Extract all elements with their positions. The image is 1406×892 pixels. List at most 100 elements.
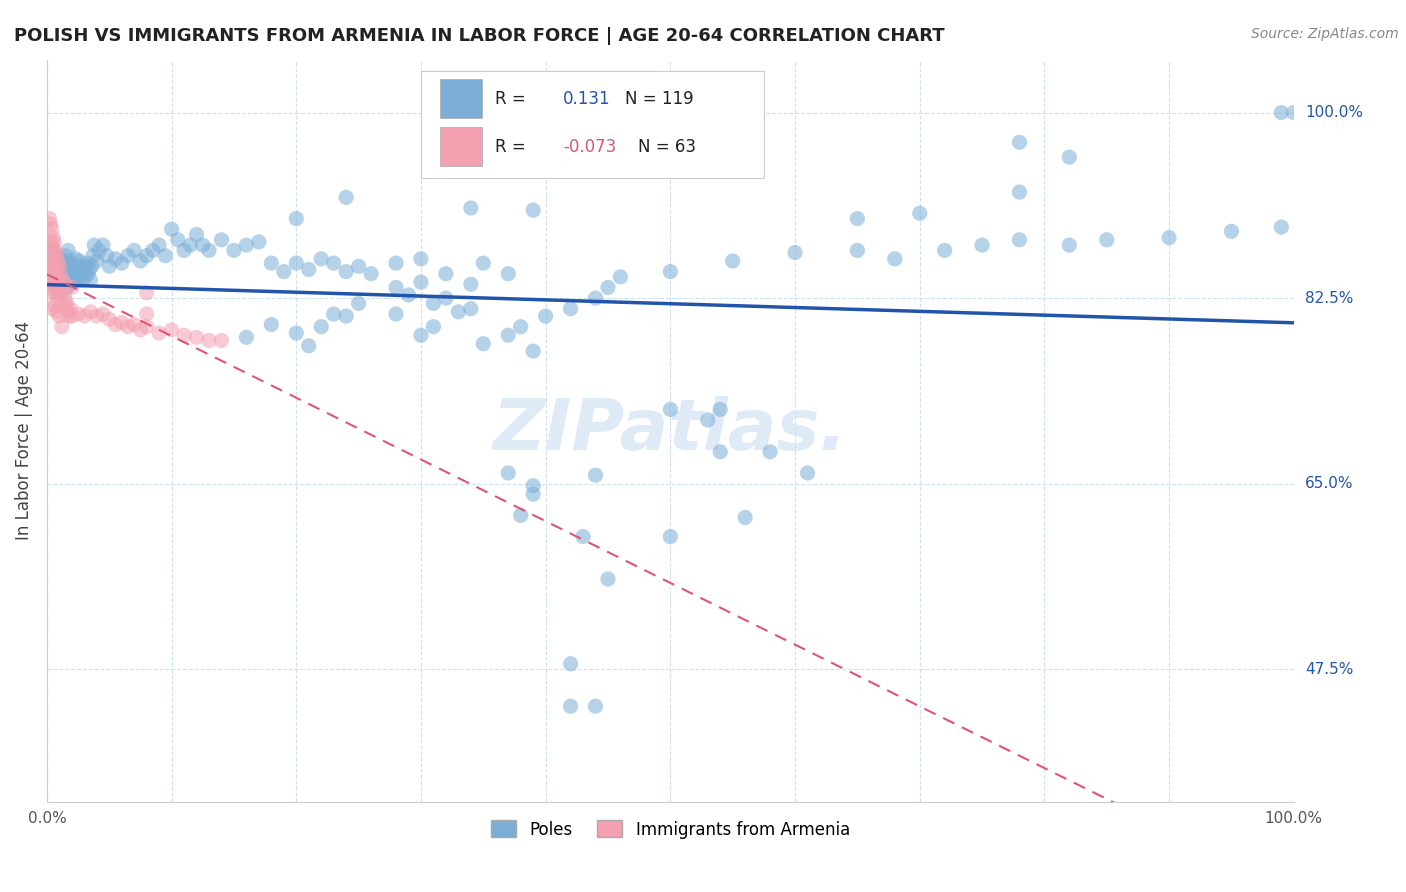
Point [211,233,233,247]
Point [38,275,60,289]
Point [360,267,382,281]
Point [42,245,65,260]
Point [62,275,84,289]
Point [585,291,607,305]
Point [322,307,344,321]
Point [53,275,76,289]
Point [142,244,165,258]
Point [409,328,432,343]
Point [45,305,67,319]
Point [1008,233,1031,247]
Point [1008,136,1031,150]
Point [285,256,308,270]
Point [41,256,63,270]
Point [235,330,257,344]
FancyBboxPatch shape [440,128,482,166]
Point [46,256,69,270]
Point [409,252,432,266]
Point [447,305,470,319]
Point [135,307,157,321]
Point [60,256,83,270]
Point [70,273,93,287]
Point [117,249,139,263]
Point [52,280,75,294]
Point [111,256,134,270]
Point [98,260,121,274]
Point [59,301,82,316]
Point [385,280,408,294]
Point [273,264,295,278]
Point [56,305,79,319]
Point [45,269,67,284]
Point [285,326,308,340]
Point [173,328,195,343]
Point [38,244,60,258]
Point [41,285,63,300]
Point [122,244,145,258]
Point [39,217,62,231]
Point [198,244,221,258]
Point [709,444,731,458]
Point [80,260,103,274]
Point [148,238,170,252]
Point [51,284,73,298]
Point [160,222,183,236]
Point [38,211,60,226]
Text: 0.131: 0.131 [562,90,610,108]
Text: N = 119: N = 119 [626,90,695,108]
Point [59,267,82,281]
Point [560,699,582,714]
Point [585,468,607,483]
Point [39,254,62,268]
Point [534,309,557,323]
Point [75,269,97,284]
FancyBboxPatch shape [420,70,763,178]
Point [66,260,89,274]
Point [1270,220,1292,235]
Point [1157,230,1180,244]
Point [38,260,60,274]
Point [422,296,444,310]
Point [79,273,101,287]
Point [44,267,66,281]
Point [155,249,177,263]
Point [49,252,72,266]
Point [460,301,482,316]
Point [509,319,531,334]
Point [72,262,94,277]
Point [111,316,134,330]
Point [260,318,283,332]
Point [44,252,66,266]
Point [44,260,66,274]
Point [45,267,67,281]
Point [796,466,818,480]
Point [45,288,67,302]
Point [496,328,519,343]
Point [42,262,65,277]
Point [1008,185,1031,199]
Point [186,227,208,242]
Point [148,326,170,340]
Point [385,307,408,321]
Point [135,285,157,300]
Text: R =: R = [495,90,526,108]
FancyBboxPatch shape [440,79,482,118]
Point [48,275,70,289]
Point [585,699,607,714]
Point [135,249,157,263]
Point [135,319,157,334]
Point [59,277,82,292]
Point [472,336,495,351]
Point [104,252,127,266]
Point [460,277,482,292]
Point [260,256,283,270]
Point [934,244,956,258]
Point [55,260,77,274]
Point [759,444,782,458]
Point [76,256,98,270]
Point [42,230,65,244]
Point [60,267,83,281]
Point [42,280,65,294]
Point [509,508,531,523]
Point [160,323,183,337]
